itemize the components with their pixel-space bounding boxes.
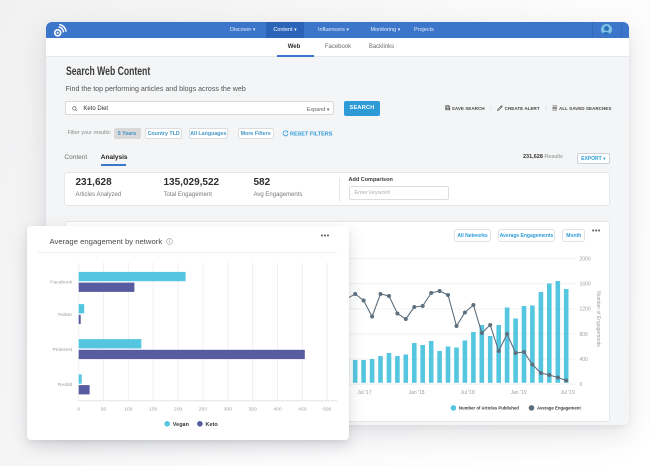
svg-text:1200: 1200: [580, 307, 591, 313]
svg-text:200: 200: [174, 406, 183, 412]
svg-text:Number of Articles Published: Number of Articles Published: [459, 406, 519, 411]
svg-text:Jan '19: Jan '19: [511, 390, 527, 396]
svg-text:500: 500: [323, 406, 332, 412]
svg-text:0: 0: [77, 406, 80, 412]
svg-text:300: 300: [223, 406, 232, 412]
svg-text:450: 450: [298, 406, 307, 412]
svg-text:100: 100: [124, 406, 133, 412]
svg-text:250: 250: [199, 406, 208, 412]
svg-text:2000: 2000: [580, 257, 591, 263]
svg-text:400: 400: [580, 357, 589, 363]
svg-text:400: 400: [273, 406, 282, 412]
svg-text:Pinterest: Pinterest: [52, 346, 72, 352]
svg-text:Twitter: Twitter: [57, 311, 72, 317]
svg-text:350: 350: [248, 406, 257, 412]
svg-text:Average Engagement: Average Engagement: [537, 406, 581, 411]
svg-text:Jul '17: Jul '17: [357, 390, 372, 396]
svg-text:800: 800: [580, 332, 589, 338]
svg-text:Vegan: Vegan: [173, 421, 190, 427]
svg-text:Jan '18: Jan '18: [409, 390, 425, 396]
svg-text:1600: 1600: [580, 282, 591, 288]
svg-text:Keto: Keto: [205, 421, 218, 427]
svg-text:Reddit: Reddit: [58, 382, 73, 388]
svg-text:Facebook: Facebook: [50, 279, 72, 285]
svg-text:Jul '19: Jul '19: [560, 390, 575, 396]
svg-text:50: 50: [101, 406, 107, 412]
svg-text:0: 0: [580, 382, 583, 388]
svg-text:Jul '18: Jul '18: [460, 390, 475, 396]
svg-text:Number of Engagements: Number of Engagements: [595, 291, 601, 347]
svg-text:150: 150: [149, 406, 158, 412]
